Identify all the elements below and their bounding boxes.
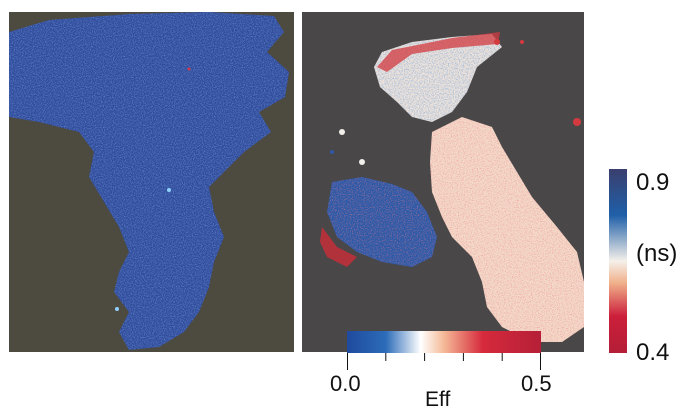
efficiency-colorbar-ticks (347, 353, 541, 370)
lifetime-min-label: 0.4 (636, 339, 670, 366)
efficiency-image-right (302, 12, 584, 352)
efficiency-colorbar-gradient (347, 331, 541, 370)
efficiency-min-label: 0.0 (330, 371, 361, 396)
lifetime-max-label: 0.9 (636, 169, 670, 196)
lifetime-colorbar-gradient (609, 169, 627, 353)
efficiency-colorbar (347, 331, 541, 370)
lifetime-image-left (9, 12, 294, 352)
efficiency-title: Eff (425, 388, 451, 411)
efficiency-max-label: 0.5 (521, 371, 552, 396)
lifetime-unit-label: (ns) (636, 240, 678, 267)
lifetime-colorbar (609, 169, 627, 353)
